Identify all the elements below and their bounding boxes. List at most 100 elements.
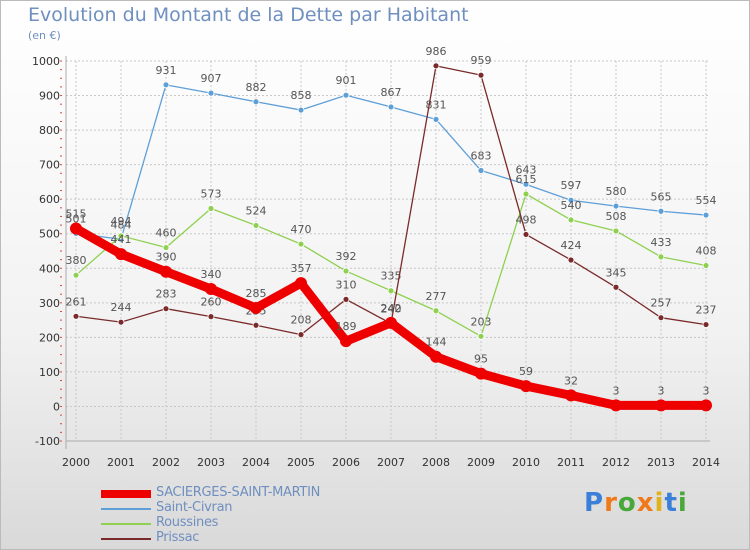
data-label: 882: [246, 81, 267, 94]
x-tick-label: 2010: [512, 456, 540, 469]
data-point: [475, 367, 487, 380]
data-point: [72, 271, 80, 279]
data-point: [612, 202, 620, 210]
y-tick-label: 200: [39, 331, 60, 344]
data-label: 203: [471, 315, 492, 328]
x-tick-label: 2014: [692, 456, 720, 469]
data-point: [72, 312, 80, 320]
data-point: [297, 240, 305, 248]
data-point: [477, 167, 485, 174]
data-label: 901: [336, 74, 357, 87]
x-tick-label: 2005: [287, 456, 315, 469]
data-label: 959: [471, 54, 492, 67]
data-label: 261: [66, 295, 87, 308]
data-label: 524: [246, 204, 267, 217]
data-label: 32: [564, 374, 578, 387]
data-point: [342, 91, 350, 99]
data-label: 433: [651, 236, 672, 249]
data-label: 244: [111, 301, 132, 314]
data-label: 59: [519, 365, 533, 378]
data-label: 260: [201, 296, 222, 309]
data-label: 392: [336, 250, 357, 263]
data-label: 907: [201, 72, 222, 85]
data-point: [702, 211, 710, 219]
data-point: [700, 399, 712, 412]
x-tick-label: 2006: [332, 456, 360, 469]
data-label: 285: [246, 287, 267, 300]
x-tick-label: 2008: [422, 456, 450, 469]
data-label: 508: [606, 210, 627, 223]
data-point: [160, 265, 172, 278]
data-point: [297, 331, 305, 339]
data-label: 3: [703, 384, 710, 397]
data-point: [252, 321, 260, 329]
y-tick-label: -100: [35, 435, 60, 448]
data-label: 208: [291, 314, 312, 327]
data-point: [117, 318, 125, 326]
data-label: 573: [201, 188, 222, 201]
data-point: [567, 256, 575, 264]
legend-swatch: [101, 523, 151, 525]
data-label: 242: [381, 302, 402, 315]
data-label: 335: [381, 270, 402, 283]
data-point: [522, 180, 530, 188]
data-label: 283: [156, 288, 177, 301]
legend-label: Roussines: [156, 515, 219, 530]
data-label: 257: [651, 297, 672, 310]
y-tick-label: 0: [53, 400, 60, 413]
data-label: 441: [111, 233, 132, 246]
data-point: [250, 302, 262, 314]
proxiti-logo: Proxiti: [584, 488, 688, 518]
y-tick-label: 400: [39, 262, 60, 275]
data-point: [610, 399, 622, 412]
chart-subtitle: (en €): [28, 29, 61, 42]
data-point: [522, 190, 530, 198]
y-tick-label: 300: [39, 297, 60, 310]
data-label: 144: [426, 336, 447, 349]
y-tick-label: 500: [39, 228, 60, 241]
data-point: [612, 227, 620, 235]
data-point: [567, 196, 575, 204]
data-label: 357: [291, 262, 312, 275]
data-point: [342, 295, 350, 303]
data-point: [297, 106, 305, 114]
data-point: [70, 222, 82, 235]
data-point: [432, 62, 440, 70]
data-label: 643: [516, 163, 537, 176]
data-point: [342, 267, 350, 275]
data-label: 470: [291, 223, 312, 236]
data-point: [162, 244, 170, 251]
x-tick-label: 2012: [602, 456, 630, 469]
y-tick-label: 1000: [32, 55, 60, 68]
data-label: 189: [336, 320, 357, 333]
data-point: [252, 222, 260, 229]
data-label: 515: [66, 208, 87, 221]
data-point: [252, 98, 260, 106]
data-point: [477, 332, 485, 340]
data-label: 931: [156, 64, 177, 77]
data-point: [207, 313, 215, 321]
data-point: [205, 283, 217, 295]
data-point: [655, 399, 667, 412]
data-point: [567, 216, 575, 224]
data-label: 615: [516, 173, 537, 186]
data-label: 277: [426, 290, 447, 303]
x-tick-label: 2000: [62, 456, 90, 469]
data-point: [207, 205, 215, 212]
data-point: [162, 81, 170, 89]
legend-swatch: [101, 508, 151, 510]
data-label: 494: [111, 215, 132, 228]
y-tick-label: 900: [39, 90, 60, 103]
data-point: [207, 89, 215, 97]
data-label: 408: [696, 245, 717, 258]
data-point: [340, 335, 352, 348]
data-point: [702, 321, 710, 328]
data-label: 565: [651, 190, 672, 203]
data-point: [432, 115, 440, 123]
data-point: [432, 307, 440, 315]
data-label: 345: [606, 266, 627, 279]
data-label: 831: [426, 98, 447, 111]
x-tick-label: 2004: [242, 456, 270, 469]
data-label: 390: [156, 251, 177, 264]
